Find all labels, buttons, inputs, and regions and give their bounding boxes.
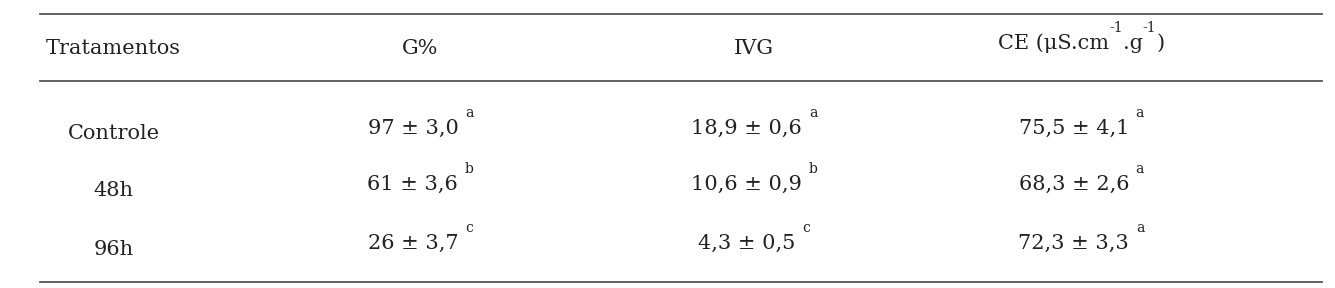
Text: 97 ± 3,0: 97 ± 3,0 xyxy=(367,119,465,138)
Text: a: a xyxy=(465,106,474,120)
Text: c: c xyxy=(802,221,810,235)
Text: G%: G% xyxy=(402,39,439,58)
Text: c: c xyxy=(465,221,473,235)
Text: ): ) xyxy=(1156,34,1164,53)
Text: a: a xyxy=(1136,162,1144,176)
Text: Tratamentos: Tratamentos xyxy=(45,39,182,58)
Text: 10,6 ± 0,9: 10,6 ± 0,9 xyxy=(692,175,809,194)
Text: 75,5 ± 4,1: 75,5 ± 4,1 xyxy=(1019,119,1136,138)
Text: a: a xyxy=(809,106,817,120)
Text: Controle: Controle xyxy=(67,124,160,143)
Text: IVG: IVG xyxy=(734,39,774,58)
Text: 26 ± 3,7: 26 ± 3,7 xyxy=(368,234,465,253)
Text: a: a xyxy=(1136,221,1144,235)
Text: CE (μS.cm: CE (μS.cm xyxy=(999,33,1109,53)
Text: -1: -1 xyxy=(1109,21,1123,35)
Text: -1: -1 xyxy=(1143,21,1156,35)
Text: a: a xyxy=(1136,106,1144,120)
Text: b: b xyxy=(809,162,817,176)
Text: 4,3 ± 0,5: 4,3 ± 0,5 xyxy=(698,234,802,253)
Text: .g: .g xyxy=(1123,34,1143,53)
Text: b: b xyxy=(465,162,474,176)
Text: 68,3 ± 2,6: 68,3 ± 2,6 xyxy=(1019,175,1136,194)
Text: 61 ± 3,6: 61 ± 3,6 xyxy=(367,175,465,194)
Text: 18,9 ± 0,6: 18,9 ± 0,6 xyxy=(692,119,809,138)
Text: 72,3 ± 3,3: 72,3 ± 3,3 xyxy=(1019,234,1136,253)
Text: 96h: 96h xyxy=(93,240,134,259)
Text: 48h: 48h xyxy=(93,181,134,200)
